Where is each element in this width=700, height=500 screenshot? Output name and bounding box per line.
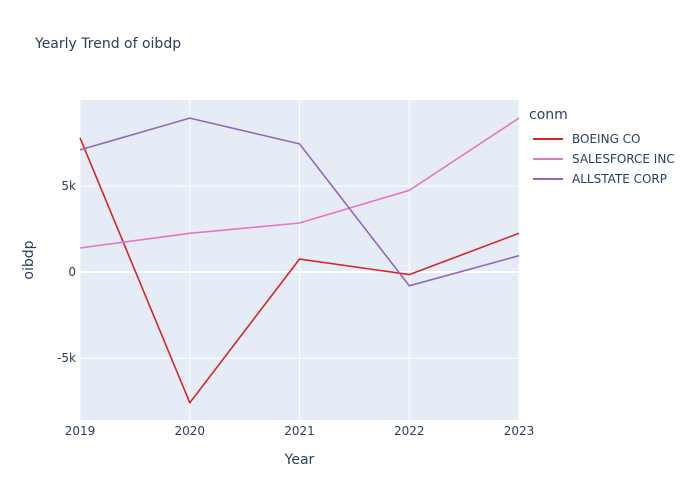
y-axis-label: oibdp bbox=[21, 240, 37, 279]
series-layer bbox=[79, 117, 520, 404]
legend-swatch bbox=[533, 158, 563, 160]
series-line-salesforce-inc[interactable] bbox=[79, 117, 520, 249]
x-tick-label: 2021 bbox=[284, 424, 315, 438]
x-axis-label: Year bbox=[284, 452, 315, 468]
x-tick-label: 2020 bbox=[174, 424, 205, 438]
y-tick-label: 0 bbox=[68, 265, 76, 279]
legend-swatch bbox=[533, 178, 563, 180]
y-tick-label: 5k bbox=[61, 179, 76, 193]
y-tick-label: -5k bbox=[57, 351, 76, 365]
legend-label: ALLSTATE CORP bbox=[572, 172, 667, 186]
legend-item[interactable]: BOEING CO bbox=[529, 129, 675, 149]
x-tick-label: 2019 bbox=[65, 424, 96, 438]
legend-item[interactable]: ALLSTATE CORP bbox=[529, 169, 675, 189]
x-tick-label: 2022 bbox=[394, 424, 425, 438]
x-tick-labels: 2019 2020 2021 2022 2023 bbox=[65, 424, 535, 438]
legend-title: conm bbox=[529, 107, 568, 123]
series-line-allstate-corp[interactable] bbox=[79, 117, 520, 287]
x-tick-label: 2023 bbox=[504, 424, 535, 438]
legend-items: BOEING CO SALESFORCE INC ALLSTATE CORP bbox=[529, 129, 675, 189]
legend-label: BOEING CO bbox=[572, 132, 641, 146]
chart-title: Yearly Trend of oibdp bbox=[35, 36, 182, 52]
y-tick-labels: -5k 0 5k bbox=[57, 179, 76, 365]
series-line-boeing-co[interactable] bbox=[79, 137, 520, 404]
legend-label: SALESFORCE INC bbox=[572, 152, 675, 166]
legend-swatch bbox=[533, 138, 563, 140]
legend: conm BOEING CO SALESFORCE INC ALLSTATE COR… bbox=[529, 107, 675, 189]
x-gridlines bbox=[79, 100, 520, 420]
legend-item[interactable]: SALESFORCE INC bbox=[529, 149, 675, 169]
y-gridlines bbox=[80, 185, 519, 359]
